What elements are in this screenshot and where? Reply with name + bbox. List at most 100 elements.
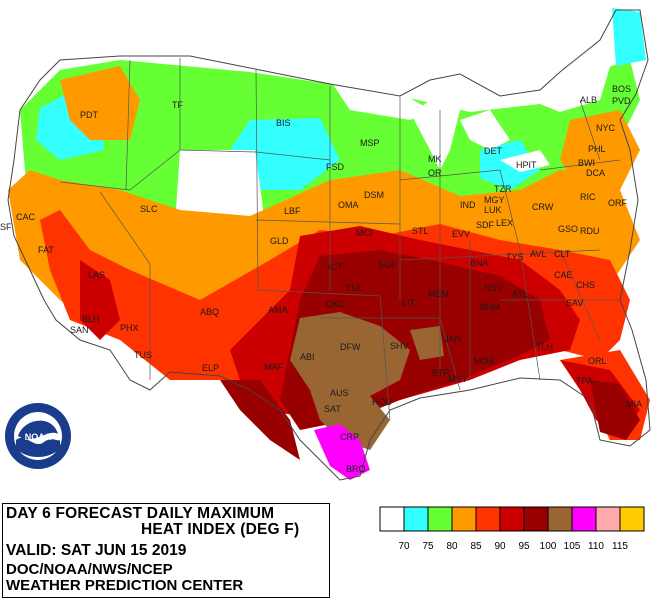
city-label-tzr: TZR [494,184,512,194]
heat-region-c105 [290,312,410,450]
legend-label: 95 [518,541,530,552]
city-label-dca: DCA [586,168,605,178]
city-label-hou: HOU [372,397,392,407]
city-label-mk: MK [428,154,442,164]
city-label-btr: BTR [432,368,451,378]
city-label-det: DET [484,146,503,156]
state-boundaries [7,9,651,481]
us-outline [7,9,651,481]
city-label-tul: TUL [346,283,363,293]
city-label-jan: JAN [444,334,461,344]
city-label-dfw: DFW [340,342,361,352]
state-border [499,169,521,251]
city-label-fat: FAT [38,245,54,255]
city-label-hpit: HPIT [516,160,537,170]
city-label-aus: AUS [330,388,349,398]
legend-label: 80 [446,541,458,552]
heat-region-c110 [314,424,370,480]
city-label-mia: MIA [626,399,642,409]
great-lake [410,96,460,170]
state-border [399,249,601,261]
legend-swatch [499,506,525,532]
city-label-cae: CAE [554,270,573,280]
city-label-oma: OMA [338,200,359,210]
valid-date: VALID: SAT JUN 15 2019 [6,542,187,559]
city-label-hsv: HSV [484,283,503,293]
city-label-lit: LIT [402,298,416,308]
heat-region-c100 [590,380,640,440]
heat-region-c105 [410,326,444,360]
city-label-bna: BNA [470,258,489,268]
map-title: DAY 6 FORECAST DAILY MAXIMUM [6,505,275,522]
heat-index-map: PDT TF BIS MSP MK DET HPIT ALB BOS PVD NYC PHL BWIDC… [0,8,651,481]
city-label-mem: MEM [428,289,449,299]
city-label-clt: CLT [554,249,571,259]
city-label-crw: CRW [532,202,554,212]
city-label-msp: MSP [360,138,380,148]
legend-label: 105 [564,541,581,552]
city-label-tf: TF [172,100,183,110]
city-label-maf: MAF [264,362,284,372]
legend-swatch [475,506,501,532]
city-label-lex: LEX [496,218,513,228]
legend-label: 70 [398,541,410,552]
heat-region-le70 [330,80,430,120]
city-label-gld: GLD [270,236,289,246]
heat-region-c100 [220,380,300,460]
city-label-phl: PHL [588,144,606,154]
state-border [257,289,381,297]
heat-region-c95 [80,260,120,340]
state-border [99,191,151,265]
city-label-tlh: TLH [536,342,553,352]
city-label-sdf: SDF [476,220,495,230]
legend-swatch [595,506,621,532]
city-label-gso: GSO [558,224,578,234]
city-labels: PDT TF BIS MSP MK DET HPIT ALB BOS PVD NYC PHL BWIDC… [0,84,642,474]
legend-swatch [427,506,453,532]
city-label-mgy: MGY [484,195,505,205]
city-label-tpa: TPA [576,376,593,386]
city-label-dsm: DSM [364,190,384,200]
state-border [255,69,259,291]
city-label-bro: BRO [346,464,366,474]
legend-label: 90 [494,541,506,552]
state-border [579,99,601,161]
state-border [59,149,181,191]
legend-swatch [571,506,597,532]
city-label-ric: RIC [580,192,596,202]
state-border [179,58,257,153]
city-label-cac: CAC [16,212,36,222]
state-border [379,295,391,421]
city-label-rdu: RDU [580,226,600,236]
city-label-san: SAN [70,325,89,335]
legend-label: 110 [588,541,604,552]
city-label-tus: TUS [134,350,152,360]
legend-swatch [523,506,549,532]
great-lake [380,80,470,100]
legend-label: 75 [422,541,434,552]
city-label-mob: MOB [474,356,495,366]
city-label-abq: ABQ [200,307,219,317]
city-label-shv: SHV [390,341,409,351]
heat-region-le70 [520,40,612,112]
city-label-abi: ABI [300,352,315,362]
noaa-logo-icon: NOAA [5,403,71,469]
city-label-chs: CHS [576,280,595,290]
legend-swatch [619,506,645,532]
city-label-mci: MCI [356,228,373,238]
legend-swatch [451,506,477,532]
state-border [399,169,501,181]
legend-swatch [403,506,429,532]
city-label-bos: BOS [612,84,631,94]
city-label-okc: OKC [326,299,346,309]
city-label-nyc: NYC [596,123,616,133]
city-label-bwi: BWI [578,158,595,168]
city-label-bhm: BHM [480,302,500,312]
city-label-stl: STL [412,226,429,236]
agency-label: DOC/NOAA/NWS/NCEP [6,561,173,578]
city-label-ind: IND [460,200,476,210]
color-legend: 70 75 80 85 90 95 100 105 110 115 [379,506,645,552]
city-label-orl: ORL [588,356,607,366]
state-border [519,249,541,381]
city-label-luk: LUK [484,205,502,215]
